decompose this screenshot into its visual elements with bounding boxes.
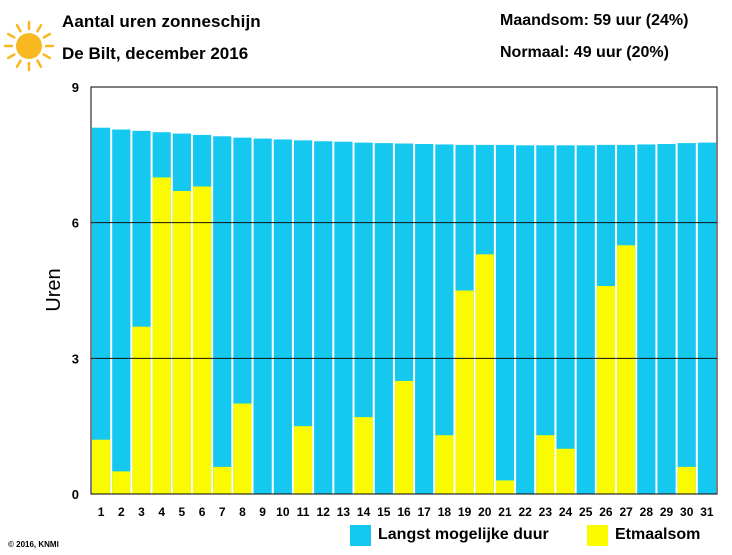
bar-max-duration bbox=[556, 145, 575, 494]
bar-max-duration bbox=[677, 143, 696, 494]
bar-daily-sum bbox=[293, 426, 313, 494]
x-tick-label: 9 bbox=[259, 505, 266, 519]
x-tick-label: 5 bbox=[179, 505, 186, 519]
x-tick-label: 15 bbox=[377, 505, 391, 519]
bar-daily-sum bbox=[233, 403, 252, 494]
x-tick-label: 22 bbox=[518, 505, 532, 519]
y-tick-label: 9 bbox=[72, 80, 79, 95]
bar-daily-sum bbox=[394, 380, 414, 494]
bar-max-duration bbox=[293, 140, 313, 494]
copyright-notice: © 2016, KNMI bbox=[8, 540, 59, 549]
x-tick-label: 31 bbox=[700, 505, 714, 519]
plot-frame bbox=[90, 86, 718, 495]
bar-daily-sum bbox=[617, 245, 636, 494]
y-axis-label: Uren bbox=[43, 268, 65, 311]
x-tick-label: 30 bbox=[680, 505, 694, 519]
monthly-sum-stat: Maandsom: 59 uur (24%) bbox=[500, 12, 689, 29]
bar-daily-sum bbox=[92, 439, 111, 494]
legend-swatch-daily-sum bbox=[587, 525, 608, 546]
x-tick-label: 2 bbox=[118, 505, 125, 519]
x-tick-label: 29 bbox=[660, 505, 674, 519]
bar-daily-sum bbox=[132, 326, 151, 494]
bar-max-duration bbox=[253, 138, 272, 494]
bar-max-duration bbox=[576, 145, 595, 494]
chart-subtitle: De Bilt, december 2016 bbox=[62, 44, 249, 63]
y-tick-label: 0 bbox=[72, 487, 79, 502]
chart-title: Aantal uren zonneschijn bbox=[62, 12, 261, 31]
x-tick-label: 27 bbox=[619, 505, 633, 519]
bar-daily-sum bbox=[435, 435, 454, 494]
x-tick-label: 20 bbox=[478, 505, 492, 519]
y-tick-label: 3 bbox=[72, 351, 79, 366]
bar-max-duration bbox=[112, 129, 131, 494]
y-tick-label: 6 bbox=[72, 216, 79, 231]
bar-daily-sum bbox=[172, 191, 191, 494]
normal-stat: Normaal: 49 uur (20%) bbox=[500, 44, 669, 61]
bar-max-duration bbox=[415, 143, 434, 495]
legend-label-max-duration: Langst mogelijke duur bbox=[378, 526, 549, 543]
x-tick-label: 10 bbox=[276, 505, 290, 519]
bar-max-duration bbox=[334, 141, 353, 495]
x-tick-label: 21 bbox=[498, 505, 512, 519]
x-tick-label: 16 bbox=[397, 505, 411, 519]
bar-max-duration bbox=[435, 144, 454, 494]
bar-max-duration bbox=[374, 143, 393, 494]
x-tick-label: 24 bbox=[559, 505, 573, 519]
bar-daily-sum bbox=[213, 466, 232, 494]
x-tick-label: 19 bbox=[458, 505, 472, 519]
x-tick-label: 17 bbox=[418, 505, 432, 519]
bar-daily-sum bbox=[152, 177, 171, 494]
bar-max-duration bbox=[495, 144, 515, 494]
bar-daily-sum bbox=[596, 285, 616, 494]
bar-max-duration bbox=[273, 139, 292, 495]
x-tick-label: 4 bbox=[158, 505, 165, 519]
bar-daily-sum bbox=[556, 448, 575, 494]
x-tick-label: 23 bbox=[539, 505, 553, 519]
bar-max-duration bbox=[536, 145, 555, 494]
bar-daily-sum bbox=[354, 417, 373, 494]
bar-max-duration bbox=[314, 141, 333, 494]
x-tick-label: 6 bbox=[199, 505, 206, 519]
sun-icon bbox=[3, 20, 55, 72]
bar-max-duration bbox=[697, 142, 716, 494]
bar-max-duration bbox=[354, 142, 373, 494]
bar-daily-sum bbox=[112, 471, 131, 494]
x-tick-label: 13 bbox=[337, 505, 351, 519]
x-tick-label: 26 bbox=[599, 505, 613, 519]
x-tick-label: 14 bbox=[357, 505, 371, 519]
x-tick-label: 12 bbox=[317, 505, 331, 519]
x-tick-label: 28 bbox=[640, 505, 654, 519]
legend-label-daily-sum: Etmaalsom bbox=[615, 526, 701, 543]
bar-max-duration bbox=[516, 145, 535, 494]
bar-max-duration bbox=[657, 143, 676, 495]
legend-swatch-max-duration bbox=[350, 525, 371, 546]
bar-daily-sum bbox=[192, 186, 212, 494]
bar-daily-sum bbox=[677, 466, 696, 494]
x-tick-label: 1 bbox=[98, 505, 105, 519]
x-tick-label: 11 bbox=[297, 505, 310, 519]
x-tick-label: 8 bbox=[239, 505, 246, 519]
bar-max-duration bbox=[213, 136, 232, 494]
x-tick-label: 18 bbox=[438, 505, 452, 519]
bar-daily-sum bbox=[455, 290, 474, 494]
bar-max-duration bbox=[637, 144, 656, 494]
bar-daily-sum bbox=[536, 435, 555, 494]
x-tick-label: 25 bbox=[579, 505, 593, 519]
x-tick-label: 7 bbox=[219, 505, 226, 519]
bar-max-duration bbox=[92, 127, 111, 494]
bar-daily-sum bbox=[495, 480, 515, 494]
bar-daily-sum bbox=[475, 254, 494, 494]
x-tick-label: 3 bbox=[138, 505, 145, 519]
